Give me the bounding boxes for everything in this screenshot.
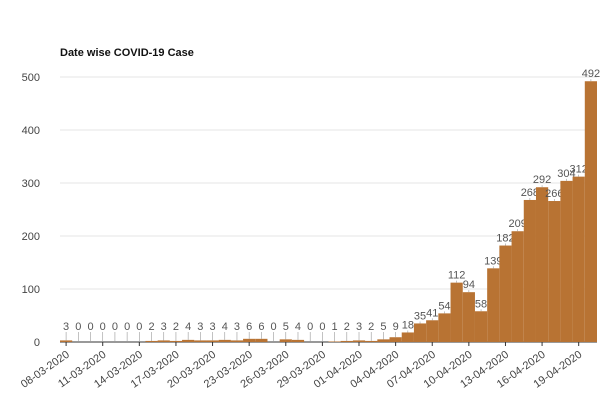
value-label: 41	[426, 307, 438, 319]
value-label: 4	[222, 321, 228, 333]
bar	[157, 340, 170, 342]
value-label: 112	[448, 270, 466, 282]
bar	[389, 337, 402, 342]
value-label: 209	[508, 218, 526, 230]
bar	[572, 176, 585, 342]
bar	[584, 81, 597, 343]
value-label: 2	[173, 321, 179, 333]
value-label: 3	[197, 321, 203, 333]
value-label: 0	[100, 321, 106, 333]
value-label: 268	[521, 187, 539, 199]
value-label: 0	[136, 321, 142, 333]
value-label: 4	[295, 321, 301, 333]
value-label: 0	[124, 321, 130, 333]
bar	[438, 313, 451, 342]
bar	[145, 340, 158, 342]
value-label: 6	[258, 321, 264, 333]
bar	[365, 340, 378, 342]
value-label: 58	[475, 298, 487, 310]
bar	[182, 339, 195, 342]
y-tick-label: 500	[22, 72, 40, 84]
bar	[255, 338, 268, 342]
bar	[352, 340, 366, 342]
y-tick-label: 100	[22, 284, 40, 296]
value-label: 0	[271, 321, 277, 333]
value-label: 4	[185, 321, 191, 333]
bar	[426, 320, 439, 342]
bar	[511, 231, 524, 342]
bar	[169, 340, 183, 342]
chart-title: Date wise COVID-19 Case	[60, 47, 194, 59]
y-tick-label: 300	[22, 178, 40, 190]
bar	[230, 340, 244, 342]
value-label: 6	[246, 321, 252, 333]
value-label: 492	[582, 68, 600, 80]
value-label: 0	[75, 321, 81, 333]
value-label: 292	[533, 174, 551, 186]
value-label: 0	[87, 321, 93, 333]
bar	[548, 201, 561, 342]
value-label: 182	[496, 233, 514, 245]
bar	[291, 339, 305, 342]
bar	[243, 338, 256, 342]
bar	[535, 187, 549, 342]
bar	[218, 339, 231, 342]
y-tick-label: 400	[22, 125, 40, 137]
y-tick-label: 200	[22, 231, 40, 243]
value-label: 3	[356, 321, 362, 333]
bar	[194, 340, 207, 342]
bar	[401, 332, 414, 342]
value-label: 94	[463, 279, 475, 291]
value-label: 0	[112, 321, 118, 333]
value-label: 1	[332, 321, 338, 333]
value-label: 3	[63, 321, 69, 333]
value-label: 2	[148, 321, 154, 333]
value-label: 266	[545, 188, 563, 200]
bar	[487, 268, 500, 342]
value-label: 5	[283, 321, 289, 333]
bar	[377, 339, 390, 342]
bar	[474, 311, 488, 342]
value-label: 5	[380, 321, 386, 333]
bar	[450, 282, 463, 342]
bar	[523, 199, 536, 342]
value-label: 3	[234, 321, 240, 333]
bar	[60, 340, 73, 342]
y-tick-label: 0	[34, 337, 40, 349]
value-label: 9	[393, 321, 399, 333]
value-label: 18	[402, 319, 414, 331]
value-label: 54	[438, 300, 450, 312]
bar	[279, 339, 292, 342]
value-label: 3	[161, 321, 167, 333]
bar	[413, 323, 427, 342]
value-label: 312	[570, 164, 588, 176]
bar	[462, 292, 475, 342]
value-label: 2	[368, 321, 374, 333]
value-label: 35	[414, 310, 426, 322]
bar	[499, 245, 512, 342]
bar	[560, 180, 573, 342]
value-label: 304	[557, 168, 575, 180]
value-label: 0	[307, 321, 313, 333]
value-label: 2	[344, 321, 350, 333]
bar	[340, 340, 353, 342]
value-label: 3	[209, 321, 215, 333]
bar	[206, 340, 219, 342]
value-label: 139	[484, 255, 502, 267]
value-label: 0	[319, 321, 325, 333]
bar	[328, 341, 341, 342]
